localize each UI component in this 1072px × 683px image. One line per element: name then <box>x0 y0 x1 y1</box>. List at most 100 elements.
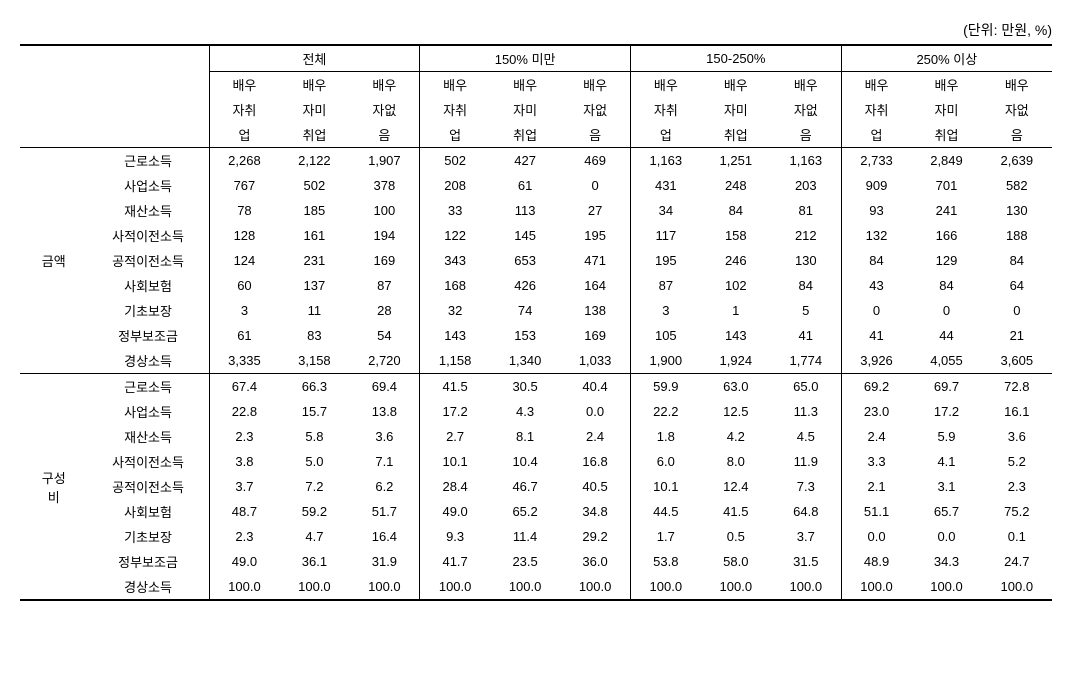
data-cell: 30.5 <box>490 374 560 400</box>
subheader-cell: 음 <box>560 122 630 148</box>
row-label: 근로소득 <box>88 148 210 174</box>
data-cell: 100.0 <box>701 574 771 600</box>
data-cell: 203 <box>771 173 841 198</box>
subheader-cell: 배우 <box>701 72 771 98</box>
subheader-cell: 음 <box>982 122 1052 148</box>
data-cell: 63.0 <box>701 374 771 400</box>
group-header: 150-250% <box>630 45 841 72</box>
data-cell: 100.0 <box>560 574 630 600</box>
data-cell: 13.8 <box>350 399 420 424</box>
data-cell: 0 <box>560 173 630 198</box>
data-cell: 5.8 <box>279 424 349 449</box>
data-cell: 34.8 <box>560 499 630 524</box>
data-cell: 194 <box>350 223 420 248</box>
data-cell: 102 <box>701 273 771 298</box>
data-cell: 0.0 <box>911 524 981 549</box>
table-body: 금액근로소득2,2682,1221,9075024274691,1631,251… <box>20 148 1052 601</box>
data-cell: 7.3 <box>771 474 841 499</box>
subheader-cell: 취업 <box>490 122 560 148</box>
data-cell: 21 <box>982 323 1052 348</box>
data-cell: 0 <box>982 298 1052 323</box>
data-cell: 143 <box>701 323 771 348</box>
data-cell: 24.7 <box>982 549 1052 574</box>
data-cell: 83 <box>279 323 349 348</box>
data-cell: 195 <box>560 223 630 248</box>
data-cell: 44 <box>911 323 981 348</box>
data-cell: 471 <box>560 248 630 273</box>
data-cell: 75.2 <box>982 499 1052 524</box>
data-cell: 208 <box>420 173 490 198</box>
data-cell: 34.3 <box>911 549 981 574</box>
row-label: 사적이전소득 <box>88 449 210 474</box>
data-cell: 185 <box>279 198 349 223</box>
data-cell: 0.0 <box>841 524 911 549</box>
data-cell: 4.1 <box>911 449 981 474</box>
data-cell: 1,158 <box>420 348 490 374</box>
data-cell: 100.0 <box>279 574 349 600</box>
row-label: 경상소득 <box>88 348 210 374</box>
table-header: 전체 150% 미만 150-250% 250% 이상 배우배우배우배우배우배우… <box>20 45 1052 148</box>
data-cell: 36.0 <box>560 549 630 574</box>
data-cell: 41.5 <box>701 499 771 524</box>
data-cell: 49.0 <box>420 499 490 524</box>
data-cell: 34 <box>630 198 700 223</box>
data-cell: 3.7 <box>209 474 279 499</box>
data-cell: 100.0 <box>630 574 700 600</box>
data-cell: 343 <box>420 248 490 273</box>
subheader-cell: 배우 <box>771 72 841 98</box>
data-cell: 27 <box>560 198 630 223</box>
data-cell: 11 <box>279 298 349 323</box>
data-cell: 87 <box>630 273 700 298</box>
row-label: 정부보조금 <box>88 323 210 348</box>
row-label: 재산소득 <box>88 198 210 223</box>
data-cell: 0 <box>841 298 911 323</box>
data-cell: 4.5 <box>771 424 841 449</box>
data-cell: 28 <box>350 298 420 323</box>
data-cell: 137 <box>279 273 349 298</box>
data-cell: 81 <box>771 198 841 223</box>
data-cell: 2,122 <box>279 148 349 174</box>
data-cell: 64.8 <box>771 499 841 524</box>
data-cell: 767 <box>209 173 279 198</box>
group-header: 전체 <box>209 45 420 72</box>
data-cell: 2.1 <box>841 474 911 499</box>
data-cell: 105 <box>630 323 700 348</box>
data-cell: 6.0 <box>630 449 700 474</box>
data-cell: 117 <box>630 223 700 248</box>
data-cell: 378 <box>350 173 420 198</box>
data-cell: 2,849 <box>911 148 981 174</box>
data-cell: 72.8 <box>982 374 1052 400</box>
data-cell: 122 <box>420 223 490 248</box>
data-cell: 41 <box>771 323 841 348</box>
row-label: 재산소득 <box>88 424 210 449</box>
row-label: 사회보험 <box>88 499 210 524</box>
data-cell: 22.8 <box>209 399 279 424</box>
data-cell: 582 <box>982 173 1052 198</box>
data-cell: 158 <box>701 223 771 248</box>
data-cell: 188 <box>982 223 1052 248</box>
data-cell: 129 <box>911 248 981 273</box>
subheader-cell: 배우 <box>630 72 700 98</box>
data-cell: 29.2 <box>560 524 630 549</box>
data-cell: 1,340 <box>490 348 560 374</box>
data-cell: 130 <box>771 248 841 273</box>
data-cell: 113 <box>490 198 560 223</box>
data-cell: 5.2 <box>982 449 1052 474</box>
data-cell: 1,163 <box>630 148 700 174</box>
subheader-cell: 자미 <box>490 97 560 122</box>
subheader-cell: 자미 <box>701 97 771 122</box>
data-cell: 59.2 <box>279 499 349 524</box>
data-cell: 3.6 <box>350 424 420 449</box>
data-cell: 43 <box>841 273 911 298</box>
data-cell: 66.3 <box>279 374 349 400</box>
data-cell: 100.0 <box>490 574 560 600</box>
data-cell: 61 <box>209 323 279 348</box>
data-cell: 169 <box>350 248 420 273</box>
data-cell: 1,900 <box>630 348 700 374</box>
data-cell: 1 <box>701 298 771 323</box>
data-cell: 4.7 <box>279 524 349 549</box>
data-cell: 12.4 <box>701 474 771 499</box>
data-cell: 23.5 <box>490 549 560 574</box>
data-cell: 130 <box>982 198 1052 223</box>
data-cell: 17.2 <box>420 399 490 424</box>
